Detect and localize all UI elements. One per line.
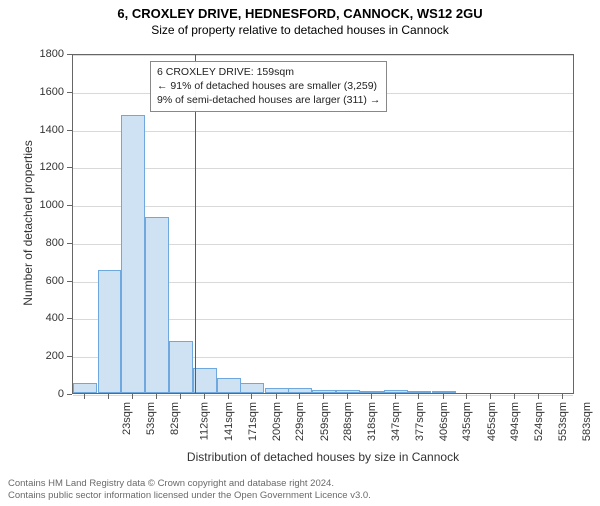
histogram-bar [360,391,384,393]
histogram-bar [145,217,169,393]
xtick-mark [84,394,85,399]
xtick-mark [228,394,229,399]
ytick-label: 1800 [0,48,64,60]
xtick-label: 200sqm [271,402,283,441]
xtick-label: 377sqm [414,402,426,441]
x-axis-title: Distribution of detached houses by size … [72,450,574,464]
xtick-mark [276,394,277,399]
xtick-label: 141sqm [223,402,235,441]
xtick-mark [251,394,252,399]
histogram-bar [193,368,217,394]
gridline [73,206,573,207]
annotation-line: ← 91% of detached houses are smaller (3,… [157,79,380,93]
xtick-mark [562,394,563,399]
xtick-mark [490,394,491,399]
xtick-mark [538,394,539,399]
xtick-mark [299,394,300,399]
xtick-label: 406sqm [438,402,450,441]
xtick-mark [466,394,467,399]
histogram-bar [98,270,122,393]
histogram-bar [384,390,408,393]
xtick-mark [418,394,419,399]
xtick-mark [323,394,324,399]
xtick-label: 288sqm [342,402,354,441]
xtick-label: 465sqm [486,402,498,441]
histogram-bar [312,390,336,393]
xtick-label: 318sqm [367,402,379,441]
ytick-mark [67,394,72,395]
ytick-label: 1600 [0,86,64,98]
gridline [73,131,573,132]
xtick-mark [204,394,205,399]
histogram-bar [217,378,241,393]
xtick-mark [395,394,396,399]
gridline [73,168,573,169]
ytick-label: 200 [0,350,64,362]
histogram-bar [336,390,360,393]
xtick-mark [156,394,157,399]
xtick-label: 583sqm [581,402,593,441]
xtick-label: 259sqm [319,402,331,441]
y-axis-title: Number of detached properties [21,123,35,323]
xtick-label: 23sqm [121,402,133,435]
xtick-mark [180,394,181,399]
xtick-mark [132,394,133,399]
histogram-bar [169,341,193,393]
xtick-mark [108,394,109,399]
histogram-bar [407,391,431,393]
xtick-mark [371,394,372,399]
xtick-label: 553sqm [557,402,569,441]
histogram-bar [288,388,312,393]
chart-title-sub: Size of property relative to detached ho… [0,23,600,37]
xtick-label: 229sqm [294,402,306,441]
histogram-bar [432,391,456,393]
xtick-label: 53sqm [146,402,158,435]
annotation-box: 6 CROXLEY DRIVE: 159sqm ← 91% of detache… [150,61,387,112]
xtick-label: 112sqm [199,402,211,440]
xtick-mark [347,394,348,399]
annotation-line: 9% of semi-detached houses are larger (3… [157,93,380,107]
xtick-label: 494sqm [509,402,521,441]
xtick-mark [514,394,515,399]
xtick-label: 435sqm [461,402,473,441]
xtick-mark [443,394,444,399]
chart-title-main: 6, CROXLEY DRIVE, HEDNESFORD, CANNOCK, W… [0,6,600,21]
xtick-label: 171sqm [247,402,259,441]
histogram-bar [265,388,289,393]
histogram-bar [73,383,97,393]
ytick-label: 0 [0,388,64,400]
footer-line: Contains public sector information licen… [8,490,371,502]
footer-attribution: Contains HM Land Registry data © Crown c… [8,478,371,502]
footer-line: Contains HM Land Registry data © Crown c… [8,478,371,490]
histogram-bar [240,383,264,393]
histogram-bar [121,115,145,393]
gridline [73,55,573,56]
xtick-label: 347sqm [390,402,402,441]
annotation-line: 6 CROXLEY DRIVE: 159sqm [157,65,380,79]
xtick-label: 82sqm [169,402,181,435]
xtick-label: 524sqm [534,402,546,441]
